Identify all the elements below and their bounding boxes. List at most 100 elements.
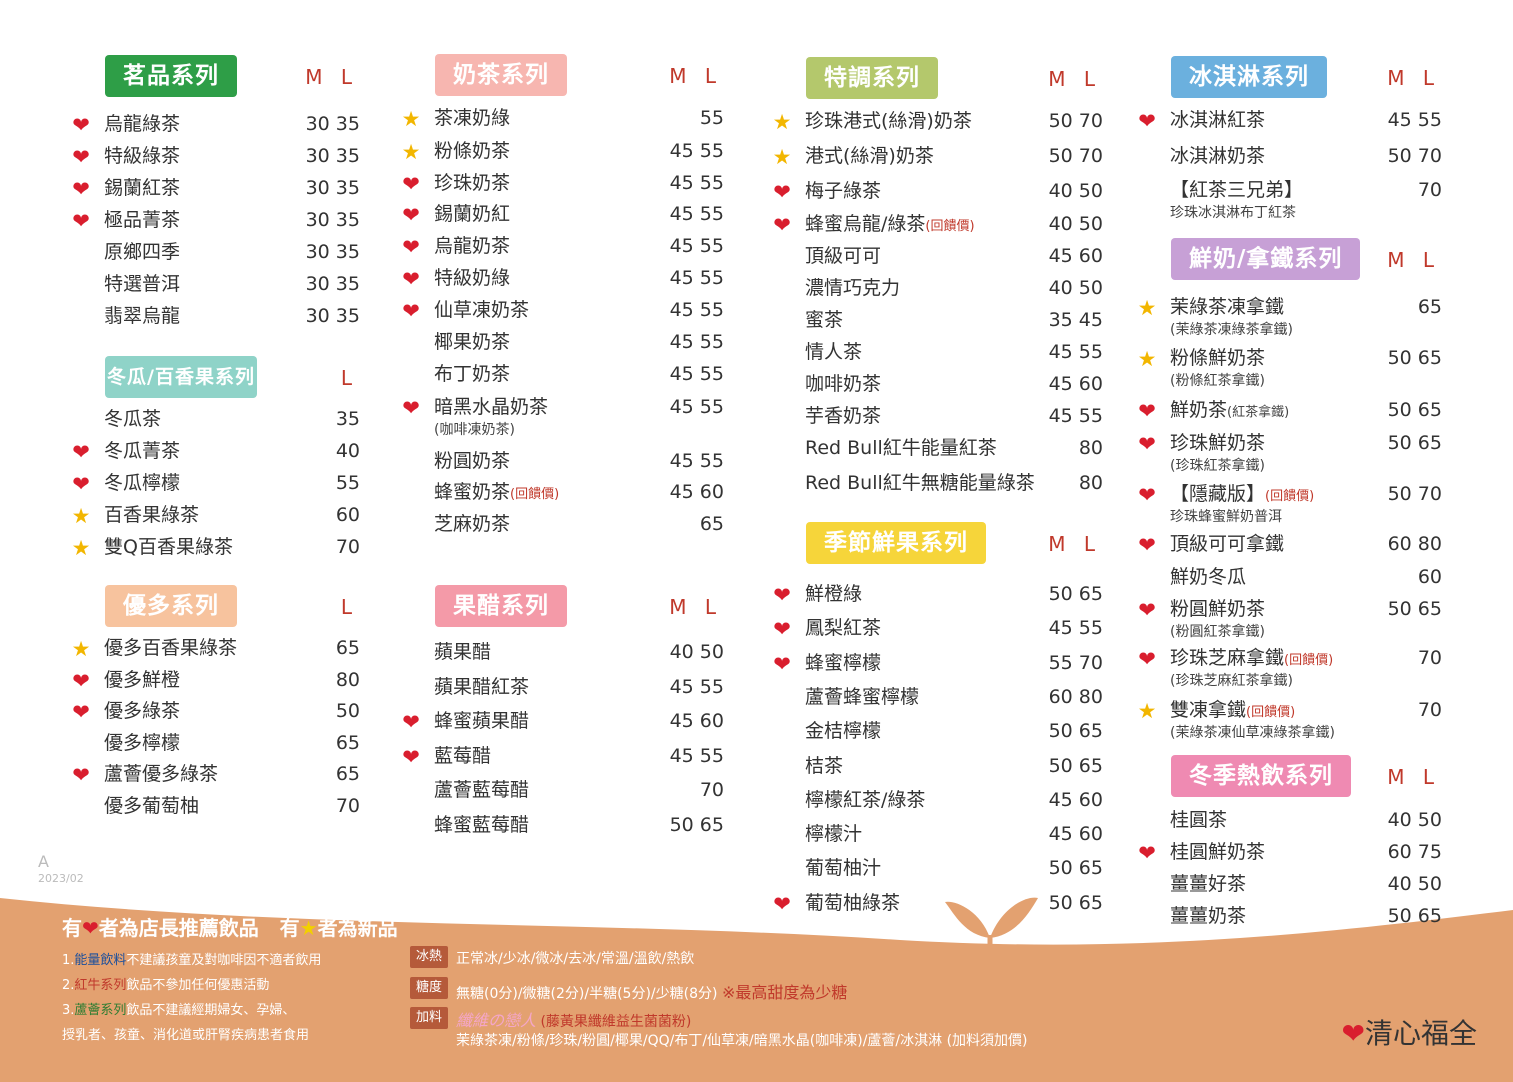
menu-item: ❤ 梅子綠茶 40 50 xyxy=(771,179,1103,211)
item-name: 情人茶 xyxy=(805,341,863,363)
menu-item: 蜂蜜藍莓醋 50 65 xyxy=(400,813,724,845)
tea-header: 茗品系列 M L xyxy=(70,55,360,99)
note-4: 授乳者、孩童、消化道或肝腎疾病患者食用 xyxy=(62,1028,310,1043)
item-price: 45 60 xyxy=(1048,788,1103,811)
menu-item: 蘋果醋紅茶 45 55 xyxy=(400,675,724,707)
menu-item: 濃情巧克力 40 50 xyxy=(771,276,1103,308)
item-price: 40 50 xyxy=(1048,180,1103,202)
sprout-icon xyxy=(945,897,1038,970)
item-name: 鮮奶冬瓜 xyxy=(1170,566,1247,588)
menu-item: 冰淇淋奶茶 50 70 xyxy=(1136,144,1442,176)
heart-icon: ❤ xyxy=(402,267,420,291)
menu-item: ❤ 錫蘭紅茶 30 35 xyxy=(70,176,360,208)
menu-item: 蘋果醋 40 50 xyxy=(400,640,724,672)
star-icon: ★ xyxy=(772,110,792,134)
item-price: 45 55 xyxy=(669,363,724,385)
item-name: 冬瓜茶 xyxy=(104,408,162,430)
menu-item: Red Bull紅牛能量紅茶 80 xyxy=(771,436,1103,468)
menu-item: ❤ 葡萄柚綠茶 50 65 xyxy=(771,891,1103,923)
item-name: 薑薑好茶 xyxy=(1170,873,1247,895)
menu-item: 葡萄柚汁 50 65 xyxy=(771,856,1103,888)
item-price: 70 xyxy=(1417,699,1442,721)
item-price: 35 xyxy=(335,408,360,430)
item-subtitle: (粉圓紅茶拿鐵) xyxy=(1170,624,1265,640)
legend-p4: 者為新品 xyxy=(317,916,398,940)
item-name: 雙Q百香果綠茶 xyxy=(104,536,233,558)
item-price: 50 65 xyxy=(1387,399,1442,421)
item-price: 45 55 xyxy=(669,744,724,767)
item-price: 45 55 xyxy=(669,235,724,257)
item-price: 45 55 xyxy=(1048,617,1103,640)
vinegar-sizes: M L xyxy=(669,595,722,619)
menu-item: 蘆薈蜂蜜檸檬 60 80 xyxy=(771,685,1103,717)
section-latte: 鮮奶/拿鐵系列 M L ★ 茉綠茶凍拿鐵 (茉綠茶凍綠茶拿鐵) 65 ★ 粉條鮮奶茶 (粉條紅茶… xyxy=(1136,238,1442,741)
menu-item: 芝麻奶茶 65 xyxy=(400,512,724,544)
item-price: 50 65 xyxy=(1387,598,1442,620)
menu-item: ★ 優多百香果綠茶 65 xyxy=(70,636,360,668)
item-price: 55 70 xyxy=(1048,651,1103,674)
heart-icon: ❤ xyxy=(402,203,420,227)
item-name: 鮮奶茶(紅茶拿鐵) xyxy=(1170,399,1290,421)
ice-tag: 冰熱 xyxy=(410,946,448,968)
item-name: 極品菁茶 xyxy=(104,209,181,231)
item-name: 粉圓奶茶 xyxy=(434,450,511,472)
star-icon: ★ xyxy=(772,145,792,169)
menu-item: ❤ 冰淇淋紅茶 45 55 xyxy=(1136,108,1442,140)
item-name: 濃情巧克力 xyxy=(805,277,901,299)
item-price: 45 60 xyxy=(669,481,724,503)
item-name: 鳳梨紅茶 xyxy=(805,617,882,640)
menu-item: 蘆薈藍莓醋 70 xyxy=(400,778,724,810)
menu-item: ❤ 珍珠鮮奶茶 (珍珠紅茶拿鐵) 50 65 xyxy=(1136,431,1442,474)
item-price: 50 65 xyxy=(669,813,724,836)
section-tea: 茗品系列 M L ❤ 烏龍綠茶 30 35 ❤ 特級綠茶 30 35 ❤ 錫蘭紅茶 30 35 ❤ 極品… xyxy=(70,55,360,327)
note-3: 3.蘆薈系列飲品不建議經期婦女、孕婦、 xyxy=(62,1003,296,1018)
item-subtitle: (咖啡凍奶茶) xyxy=(434,422,515,438)
item-name: 珍珠港式(絲滑)奶茶 xyxy=(805,110,972,132)
menu-item: 布丁奶茶 45 55 xyxy=(400,362,724,394)
item-price: 45 55 xyxy=(669,331,724,353)
latte-header: 鮮奶/拿鐵系列 M L xyxy=(1136,238,1442,282)
heart-icon: ❤ xyxy=(72,668,90,693)
menu-item: ❤ 特級奶綠 45 55 xyxy=(400,266,724,298)
item-name: 暗黑水晶奶茶 xyxy=(434,396,549,418)
item-name: 錫蘭紅茶 xyxy=(104,177,181,199)
tea-title: 茗品系列 xyxy=(105,55,237,97)
item-name: 蘋果醋 xyxy=(434,641,492,663)
item-price: 45 55 xyxy=(669,172,724,194)
sugar-tag: 糖度 xyxy=(410,977,448,999)
heart-icon: ❤ xyxy=(72,763,90,787)
item-price: 30 35 xyxy=(305,209,360,231)
star-icon: ★ xyxy=(1137,699,1157,723)
item-name: 檸檬汁 xyxy=(805,823,863,846)
vinegar-header: 果醋系列 M L xyxy=(400,585,724,629)
item-price: 45 60 xyxy=(669,710,724,732)
item-price: 50 65 xyxy=(1387,432,1442,454)
item-name: 原鄉四季 xyxy=(104,241,181,263)
menu-item: ★ 茶凍奶綠 55 xyxy=(400,106,724,138)
item-price: 30 35 xyxy=(305,113,360,135)
menu-item: ★ 珍珠港式(絲滑)奶茶 50 70 xyxy=(771,109,1103,141)
item-name: 特選普洱 xyxy=(104,273,181,295)
item-name: 芋香奶茶 xyxy=(805,405,882,427)
item-price: 60 xyxy=(1417,566,1442,588)
item-name: 烏龍奶茶 xyxy=(434,235,511,257)
menu-item: ❤ 蜂蜜蘋果醋 45 60 xyxy=(400,709,724,741)
menu-item: ❤ 珍珠芝麻拿鐵(回饋價) (珍珠芝麻紅茶拿鐵) 70 xyxy=(1136,646,1442,689)
menu-item: 芋香奶茶 45 55 xyxy=(771,404,1103,436)
sugar-options: 無糖(0分)/微糖(2分)/半糖(5分)/少糖(8分) ※最高甜度為少糖 xyxy=(456,983,848,1002)
item-name: 頂級可可拿鐵 xyxy=(1170,533,1285,555)
heart-icon: ❤ xyxy=(72,145,90,169)
brand-logo: ❤清心福全 xyxy=(1342,1012,1477,1052)
item-price: 65 xyxy=(335,637,360,659)
item-subtitle: (茉綠茶凍綠茶拿鐵) xyxy=(1170,322,1293,338)
item-price: 45 60 xyxy=(1048,245,1103,267)
section-icecream: 冰淇淋系列 M L ❤ 冰淇淋紅茶 45 55 冰淇淋奶茶 50 70 【紅茶三兄弟】 珍珠冰淇… xyxy=(1136,56,1442,221)
menu-item: ❤ 錫蘭奶紅 45 55 xyxy=(400,202,724,234)
icecream-title: 冰淇淋系列 xyxy=(1171,56,1327,98)
star-icon: ★ xyxy=(71,536,91,560)
menu-item: ★ 茉綠茶凍拿鐵 (茉綠茶凍綠茶拿鐵) 65 xyxy=(1136,295,1442,338)
menu-item: 檸檬汁 45 60 xyxy=(771,822,1103,854)
menu-item: ❤ 優多鮮橙 80 xyxy=(70,668,360,700)
item-name: Red Bull紅牛能量紅茶 xyxy=(805,437,997,459)
menu-item: 咖啡奶茶 45 60 xyxy=(771,372,1103,404)
